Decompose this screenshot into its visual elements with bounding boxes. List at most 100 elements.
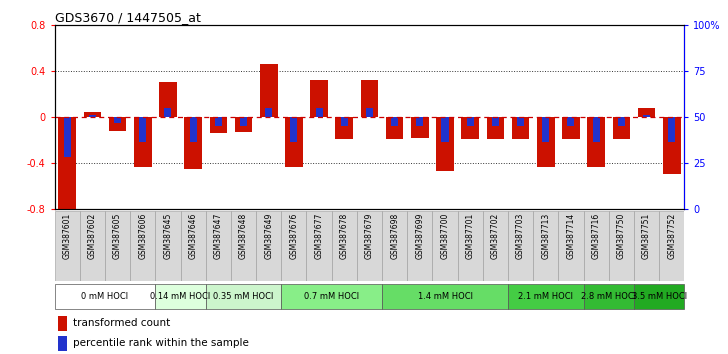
Bar (265, 108, 272, 117)
Text: GSM387716: GSM387716 (592, 213, 601, 259)
Bar (310, 80, 328, 117)
Bar (618, 117, 625, 126)
Text: 0 mM HOCl: 0 mM HOCl (82, 292, 129, 301)
Bar (360, 80, 379, 117)
Bar (332, 211, 357, 281)
Text: GSM387700: GSM387700 (440, 213, 449, 259)
Bar (58, 316, 67, 331)
Text: GSM387645: GSM387645 (164, 213, 173, 259)
Text: transformed count: transformed count (74, 318, 171, 329)
Bar (306, 211, 332, 281)
Text: GSM387676: GSM387676 (290, 213, 298, 259)
Text: GSM387702: GSM387702 (491, 213, 500, 259)
Bar (407, 211, 432, 281)
Bar (659, 211, 684, 281)
Bar (184, 117, 202, 169)
Bar (584, 284, 634, 309)
Bar (231, 211, 256, 281)
Text: GSM387646: GSM387646 (189, 213, 197, 259)
Bar (155, 284, 206, 309)
Bar (492, 117, 499, 126)
Bar (55, 211, 80, 281)
Bar (181, 211, 206, 281)
Bar (336, 117, 353, 139)
Bar (281, 211, 306, 281)
Bar (215, 117, 222, 126)
Bar (668, 117, 676, 142)
Bar (55, 284, 155, 309)
Bar (256, 211, 281, 281)
Text: GSM387678: GSM387678 (340, 213, 349, 259)
Bar (416, 117, 424, 126)
Bar (108, 117, 127, 131)
Bar (357, 211, 382, 281)
Text: GSM387649: GSM387649 (264, 213, 273, 259)
Bar (638, 108, 655, 117)
Bar (508, 284, 584, 309)
Bar (517, 117, 524, 126)
Bar (189, 117, 197, 142)
Bar (643, 115, 650, 117)
Text: GSM387606: GSM387606 (138, 213, 147, 259)
Bar (533, 211, 558, 281)
Bar (462, 117, 479, 139)
Text: GSM387602: GSM387602 (88, 213, 97, 259)
Bar (467, 117, 474, 126)
Text: 2.8 mM HOCl: 2.8 mM HOCl (581, 292, 636, 301)
Text: GSM387750: GSM387750 (617, 213, 626, 259)
Bar (382, 284, 508, 309)
Bar (206, 211, 231, 281)
Bar (441, 117, 448, 142)
Bar (58, 336, 67, 350)
Text: GSM387714: GSM387714 (566, 213, 575, 259)
Bar (165, 108, 172, 117)
Bar (584, 211, 609, 281)
Bar (436, 117, 454, 171)
Bar (58, 117, 76, 209)
Bar (512, 117, 529, 139)
Text: dose: dose (0, 291, 19, 302)
Text: GSM387698: GSM387698 (390, 213, 399, 259)
Bar (634, 284, 684, 309)
Text: 2.1 mM HOCl: 2.1 mM HOCl (518, 292, 573, 301)
Bar (341, 117, 348, 126)
Bar (89, 115, 96, 117)
Bar (508, 211, 533, 281)
Text: GSM387713: GSM387713 (542, 213, 550, 259)
Bar (432, 211, 458, 281)
Bar (593, 117, 600, 142)
Text: GSM387601: GSM387601 (63, 213, 71, 259)
Bar (155, 211, 181, 281)
Text: GDS3670 / 1447505_at: GDS3670 / 1447505_at (55, 11, 200, 24)
Bar (542, 117, 550, 142)
Bar (315, 108, 323, 117)
Text: GSM387751: GSM387751 (642, 213, 651, 259)
Bar (260, 64, 277, 117)
Text: GSM387679: GSM387679 (365, 213, 374, 259)
Bar (210, 117, 227, 133)
Bar (366, 108, 373, 117)
Bar (386, 117, 403, 139)
Bar (558, 211, 584, 281)
Bar (391, 117, 398, 126)
Bar (159, 82, 177, 117)
Bar (567, 117, 574, 126)
Bar (240, 117, 247, 126)
Bar (290, 117, 298, 142)
Bar (139, 117, 146, 142)
Text: GSM387677: GSM387677 (314, 213, 323, 259)
Text: GSM387752: GSM387752 (668, 213, 676, 259)
Text: GSM387701: GSM387701 (466, 213, 475, 259)
Text: GSM387647: GSM387647 (214, 213, 223, 259)
Bar (114, 117, 121, 122)
Bar (84, 112, 101, 117)
Text: 0.14 mM HOCl: 0.14 mM HOCl (151, 292, 210, 301)
Bar (63, 117, 71, 157)
Bar (411, 117, 429, 138)
Bar (382, 211, 407, 281)
Bar (281, 284, 382, 309)
Bar (663, 117, 681, 175)
Bar (80, 211, 105, 281)
Text: percentile rank within the sample: percentile rank within the sample (74, 338, 250, 348)
Bar (587, 117, 605, 167)
